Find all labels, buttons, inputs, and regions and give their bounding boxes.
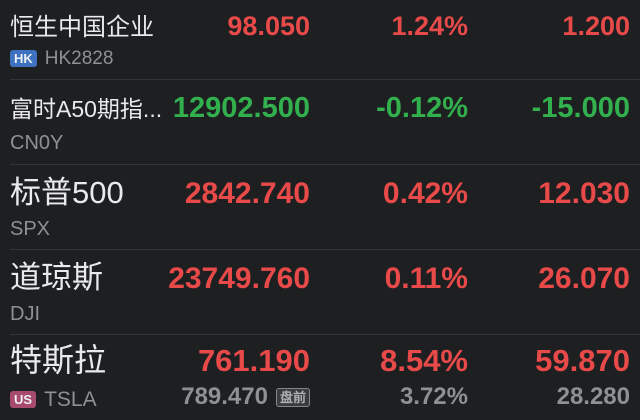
- stock-price: 23749.760: [168, 261, 310, 295]
- stock-change-percent: 8.54%: [380, 343, 468, 379]
- watchlist-row-hk2828[interactable]: 恒生中国企业 98.050 1.24% 1.200 HK HK2828: [0, 0, 640, 80]
- watchlist-row-spx[interactable]: 标普500 2842.740 0.42% 12.030 SPX: [0, 165, 640, 250]
- premarket-price: 789.470: [181, 383, 268, 411]
- market-badge-us: US: [10, 391, 37, 409]
- watchlist-row-cn0y[interactable]: 富时A50期指... 12902.500 -0.12% -15.000 CN0Y: [0, 80, 640, 165]
- stock-name: 恒生中国企业: [10, 13, 154, 41]
- stock-change-percent: 1.24%: [391, 10, 468, 41]
- stock-code: HK2828: [44, 47, 114, 69]
- stock-change-absolute: 12.030: [538, 176, 630, 210]
- stock-price: 12902.500: [172, 91, 310, 124]
- stock-name: 富时A50期指...: [10, 95, 163, 122]
- stock-code: SPX: [10, 217, 51, 240]
- stock-change-percent: 0.11%: [384, 261, 468, 295]
- premarket-change-absolute: 28.280: [556, 383, 630, 411]
- stock-name: 道琼斯: [10, 259, 103, 295]
- premarket-change-percent: 3.72%: [399, 383, 468, 411]
- premarket-price-group: 789.470 盘前: [160, 383, 310, 411]
- stock-code: DJI: [10, 302, 40, 325]
- stock-code: CN0Y: [10, 131, 64, 154]
- stock-change-percent: 0.42%: [382, 176, 468, 210]
- stock-price: 761.190: [197, 343, 310, 379]
- stock-name: 标普500: [10, 174, 124, 210]
- premarket-tag: 盘前: [275, 388, 310, 408]
- stock-price: 98.050: [227, 10, 310, 41]
- stock-change-absolute: 26.070: [538, 261, 630, 295]
- stock-change-absolute: -15.000: [531, 91, 630, 124]
- stock-change-percent: -0.12%: [376, 91, 468, 124]
- stock-price: 2842.740: [184, 176, 310, 210]
- watchlist-row-tsla[interactable]: 特斯拉 761.190 8.54% 59.870 US TSLA 789.470…: [0, 335, 640, 420]
- market-badge-hk: HK: [10, 50, 37, 68]
- stock-code: TSLA: [44, 388, 97, 412]
- stock-change-absolute: 59.870: [535, 343, 630, 379]
- stock-change-absolute: 1.200: [562, 10, 630, 41]
- watchlist-row-dji[interactable]: 道琼斯 23749.760 0.11% 26.070 DJI: [0, 250, 640, 335]
- stock-name: 特斯拉: [10, 342, 107, 379]
